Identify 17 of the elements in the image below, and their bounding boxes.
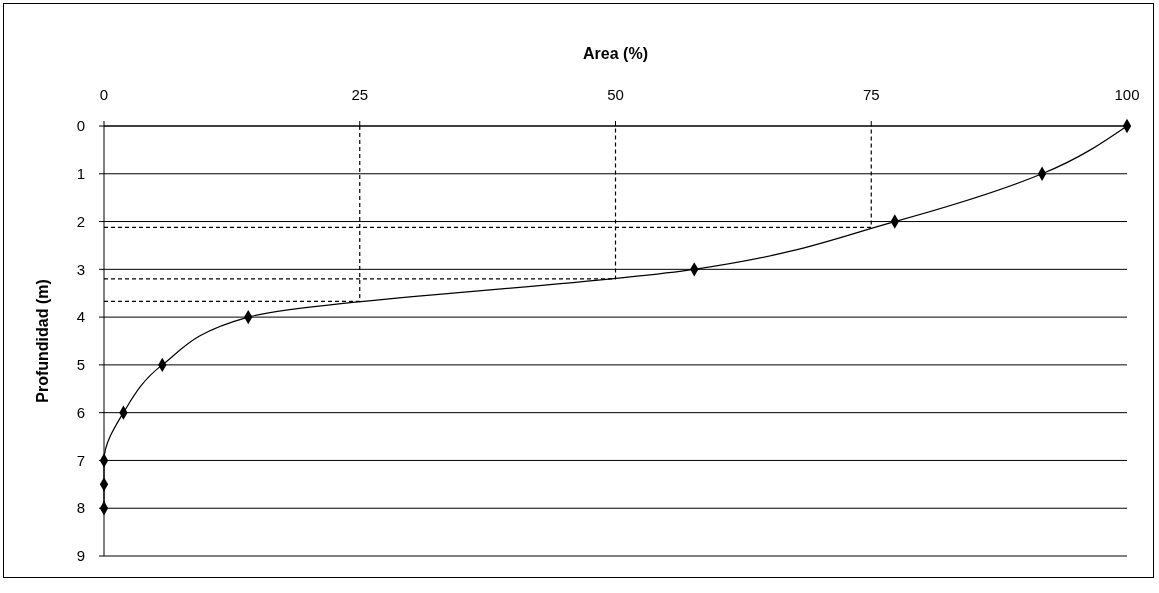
y-tick-label: 8 <box>76 499 85 517</box>
y-tick-label: 6 <box>76 403 85 421</box>
y-tick-label: 4 <box>76 308 85 326</box>
y-tick-label: 1 <box>76 165 85 183</box>
x-tick-label: 0 <box>99 86 109 103</box>
y-tick-label: 2 <box>76 212 85 230</box>
x-tick-label: 25 <box>351 86 369 103</box>
y-tick-label: 0 <box>76 117 85 135</box>
y-tick-label: 3 <box>76 260 85 278</box>
x-tick-label: 50 <box>607 86 624 103</box>
y-tick-label: 9 <box>76 547 85 565</box>
y-axis-title: Profundidad (m) <box>34 279 51 403</box>
x-tick-label: 100 <box>1114 86 1140 103</box>
x-tick-label: 75 <box>862 86 880 103</box>
y-tick-label: 5 <box>76 356 85 374</box>
y-tick-label: 7 <box>76 451 85 469</box>
x-axis-title: Area (%) <box>583 45 648 62</box>
